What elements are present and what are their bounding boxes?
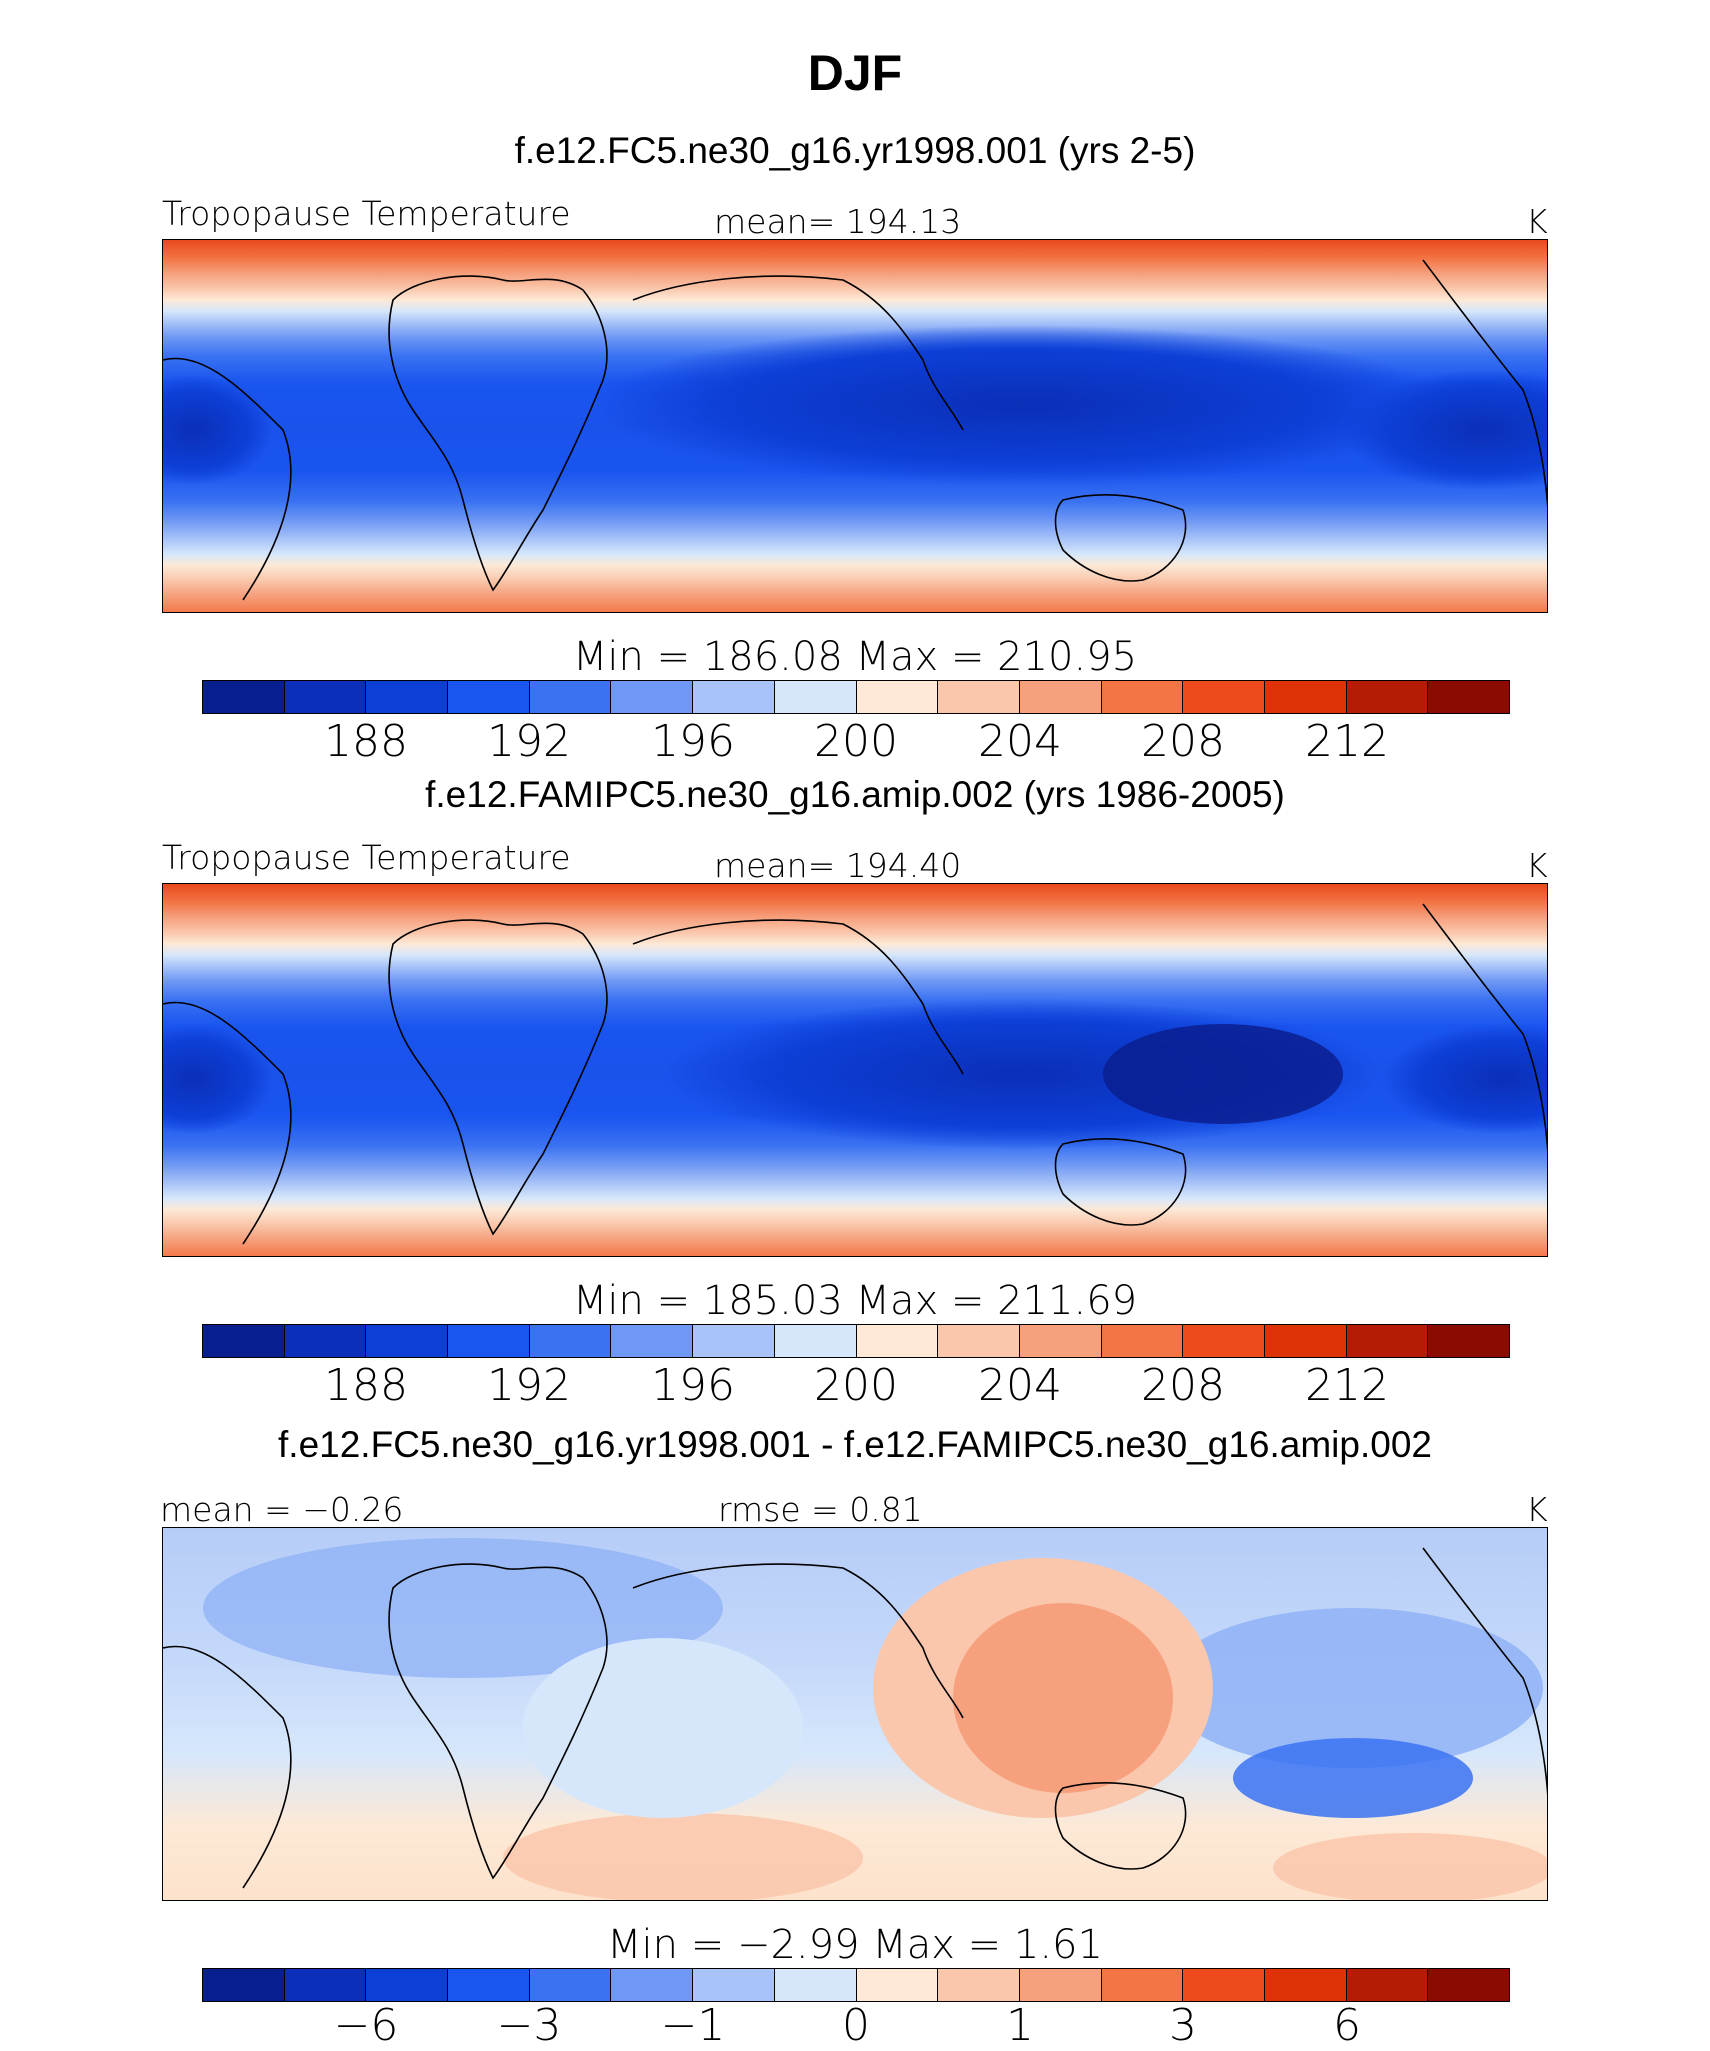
colorbar-swatch [284,1325,367,1357]
panel-2-tick: 212 [1305,1360,1389,1411]
panel-1-tick: 208 [1141,716,1225,767]
colorbar-swatch [1346,681,1429,713]
colorbar-swatch [1101,1969,1184,2001]
panel-1-minmax: Min = 186.08 Max = 210.95 [572,634,1138,680]
colorbar-swatch [448,681,530,713]
panel-3-units-label: K [1526,1490,1548,1529]
colorbar-swatch [366,1969,449,2001]
panel-2-title: f.e12.FAMIPC5.ne30_g16.amip.002 (yrs 198… [425,774,1285,815]
colorbar-swatch [856,1969,939,2001]
colorbar-swatch [1101,681,1184,713]
panel-3-map [162,1527,1548,1901]
panel-2-tick: 200 [814,1360,898,1411]
panel-2-tick: 192 [487,1360,571,1411]
panel-3-tick: 6 [1333,2000,1361,2051]
panel-2-tick: 196 [651,1360,735,1411]
colorbar-swatch [448,1969,530,2001]
colorbar-swatch [203,681,285,713]
colorbar-swatch [611,1969,694,2001]
panel-1-map [162,239,1548,613]
colorbar-swatch [448,1325,530,1357]
panel-3-tick: 1 [1006,2000,1034,2051]
panel-2-minmax: Min = 185.03 Max = 211.69 [572,1278,1138,1324]
panel-2-tick: 188 [324,1360,408,1411]
panel-3-colorbar [202,1968,1510,2002]
panel-3-tick: −6 [333,2000,399,2051]
colorbar-swatch [938,1325,1020,1357]
colorbar-swatch [856,1325,939,1357]
colorbar-swatch [611,681,694,713]
panel-1-colorbar [202,680,1510,714]
colorbar-swatch [1183,1325,1265,1357]
figure-title: DJF [807,45,903,101]
panel-2-variable-label: Tropopause Temperature [162,838,571,877]
colorbar-swatch [938,1969,1020,2001]
colorbar-swatch [366,1325,449,1357]
panel-1-tick: 192 [487,716,571,767]
colorbar-swatch [611,1325,694,1357]
panel-1-tick: 200 [814,716,898,767]
colorbar-swatch [1264,681,1347,713]
panel-1-variable-label: Tropopause Temperature [162,194,571,233]
panel-1-tick: 188 [324,716,408,767]
colorbar-swatch [693,1325,775,1357]
panel-2-mean-label: mean= 194.40 [714,846,962,885]
colorbar-swatch [1019,681,1102,713]
colorbar-swatch [1101,1325,1184,1357]
colorbar-swatch [529,1325,612,1357]
colorbar-swatch [529,1969,612,2001]
colorbar-swatch [1019,1969,1102,2001]
panel-3-contour-field [163,1528,1547,1900]
panel-1-units-label: K [1526,202,1548,241]
panel-3-tick: −3 [496,2000,562,2051]
colorbar-swatch [1428,681,1509,713]
panel-2-units-label: K [1526,846,1548,885]
colorbar-swatch [1183,1969,1265,2001]
colorbar-swatch [1346,1969,1429,2001]
panel-3-tick: −1 [660,2000,726,2051]
colorbar-swatch [284,1969,367,2001]
colorbar-swatch [203,1325,285,1357]
colorbar-swatch [774,1969,857,2001]
panel-3-title: f.e12.FC5.ne30_g16.yr1998.001 - f.e12.FA… [278,1424,1432,1465]
panel-3-tick: 0 [842,2000,870,2051]
colorbar-swatch [203,1969,285,2001]
panel-2-colorbar [202,1324,1510,1358]
panel-1-title: f.e12.FC5.ne30_g16.yr1998.001 (yrs 2-5) [514,130,1196,171]
panel-3-mean-label: mean = −0.26 [160,1490,404,1529]
colorbar-swatch [1428,1325,1509,1357]
colorbar-swatch [284,681,367,713]
colorbar-swatch [1019,1325,1102,1357]
panel-3-tick: 3 [1169,2000,1197,2051]
panel-3-rmse-label: rmse = 0.81 [718,1490,923,1529]
colorbar-swatch [1264,1325,1347,1357]
colorbar-swatch [693,1969,775,2001]
colorbar-swatch [1346,1325,1429,1357]
panel-1-mean-label: mean= 194.13 [714,202,962,241]
colorbar-swatch [774,1325,857,1357]
panel-2-contour-field [163,884,1547,1256]
panel-2-tick: 208 [1141,1360,1225,1411]
colorbar-swatch [529,681,612,713]
panel-1-tick: 212 [1305,716,1389,767]
colorbar-swatch [774,681,857,713]
panel-2-tick: 204 [978,1360,1062,1411]
panel-1-contour-field [163,240,1547,612]
panel-3-minmax: Min = −2.99 Max = 1.61 [607,1922,1103,1968]
colorbar-swatch [1183,681,1265,713]
colorbar-swatch [1428,1969,1509,2001]
panel-1-tick: 196 [651,716,735,767]
colorbar-swatch [856,681,939,713]
colorbar-swatch [366,681,449,713]
panel-1-tick: 204 [978,716,1062,767]
colorbar-swatch [693,681,775,713]
colorbar-swatch [1264,1969,1347,2001]
colorbar-swatch [938,681,1020,713]
panel-2-map [162,883,1548,1257]
